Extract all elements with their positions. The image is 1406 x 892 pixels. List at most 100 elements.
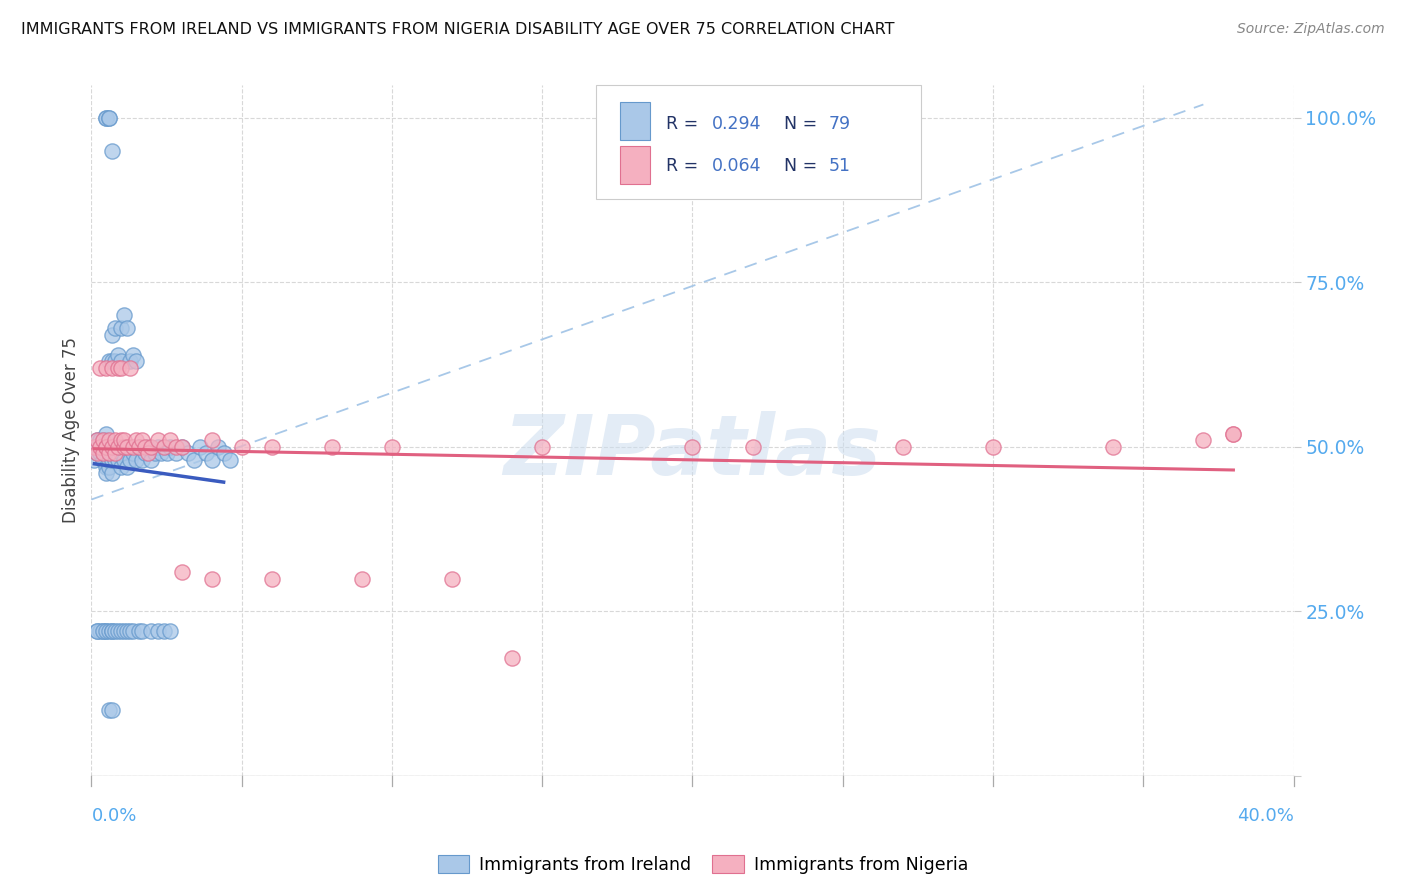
- Point: [104, 446, 127, 460]
- Point: [93, 446, 115, 460]
- Point: [98, 354, 121, 368]
- Point: [131, 434, 153, 448]
- Text: R =: R =: [666, 115, 704, 133]
- Point: [128, 624, 150, 639]
- Point: [183, 453, 205, 467]
- Point: [110, 440, 132, 454]
- Legend: Immigrants from Ireland, Immigrants from Nigeria: Immigrants from Ireland, Immigrants from…: [433, 850, 973, 879]
- Point: [101, 144, 124, 158]
- Point: [159, 440, 181, 454]
- Point: [141, 624, 163, 639]
- FancyBboxPatch shape: [620, 145, 651, 184]
- Point: [96, 111, 118, 125]
- Point: [125, 453, 148, 467]
- Point: [170, 565, 193, 579]
- Point: [165, 446, 187, 460]
- Point: [143, 446, 166, 460]
- Point: [110, 321, 132, 335]
- Point: [152, 440, 174, 454]
- Text: Source: ZipAtlas.com: Source: ZipAtlas.com: [1237, 22, 1385, 37]
- Point: [107, 360, 129, 375]
- Point: [101, 354, 124, 368]
- Point: [152, 440, 174, 454]
- Text: N =: N =: [783, 115, 823, 133]
- Point: [98, 453, 121, 467]
- Point: [138, 440, 160, 454]
- FancyBboxPatch shape: [596, 85, 921, 199]
- Point: [440, 572, 463, 586]
- Point: [125, 354, 148, 368]
- Point: [86, 446, 108, 460]
- Point: [107, 440, 129, 454]
- Point: [104, 453, 127, 467]
- Y-axis label: Disability Age Over 75: Disability Age Over 75: [62, 337, 80, 524]
- Point: [101, 440, 124, 454]
- Point: [98, 111, 121, 125]
- Point: [93, 624, 115, 639]
- Point: [131, 453, 153, 467]
- Point: [260, 440, 283, 454]
- Point: [86, 434, 108, 448]
- Text: 79: 79: [828, 115, 851, 133]
- Point: [110, 459, 132, 474]
- Point: [96, 426, 118, 441]
- Point: [207, 440, 229, 454]
- Point: [98, 459, 121, 474]
- Point: [89, 360, 111, 375]
- Point: [96, 440, 118, 454]
- Point: [83, 453, 105, 467]
- Point: [98, 440, 121, 454]
- Point: [188, 440, 211, 454]
- FancyBboxPatch shape: [620, 102, 651, 140]
- Point: [110, 354, 132, 368]
- Point: [981, 440, 1004, 454]
- Point: [101, 466, 124, 480]
- Point: [101, 327, 124, 342]
- Point: [122, 624, 145, 639]
- Point: [86, 624, 108, 639]
- Point: [125, 434, 148, 448]
- Point: [1222, 426, 1244, 441]
- Point: [134, 446, 156, 460]
- Point: [89, 446, 111, 460]
- Point: [110, 434, 132, 448]
- Point: [201, 434, 224, 448]
- Point: [176, 446, 198, 460]
- Point: [86, 624, 108, 639]
- Point: [114, 434, 136, 448]
- Point: [104, 354, 127, 368]
- Point: [86, 434, 108, 448]
- Text: 40.0%: 40.0%: [1237, 807, 1294, 825]
- Point: [531, 440, 554, 454]
- Point: [117, 459, 139, 474]
- Point: [128, 440, 150, 454]
- Point: [1222, 426, 1244, 441]
- Point: [110, 360, 132, 375]
- Point: [110, 446, 132, 460]
- Point: [141, 453, 163, 467]
- Point: [231, 440, 253, 454]
- Text: 0.064: 0.064: [711, 157, 761, 175]
- Point: [114, 440, 136, 454]
- Point: [114, 624, 136, 639]
- Point: [93, 440, 115, 454]
- Point: [98, 446, 121, 460]
- Point: [165, 440, 187, 454]
- Point: [86, 446, 108, 460]
- Point: [93, 434, 115, 448]
- Point: [101, 624, 124, 639]
- Point: [89, 624, 111, 639]
- Point: [122, 348, 145, 362]
- Point: [1192, 434, 1215, 448]
- Point: [138, 446, 160, 460]
- Point: [93, 453, 115, 467]
- Point: [218, 453, 240, 467]
- Point: [96, 360, 118, 375]
- Point: [110, 624, 132, 639]
- Point: [101, 440, 124, 454]
- Point: [122, 446, 145, 460]
- Point: [93, 624, 115, 639]
- Point: [1102, 440, 1125, 454]
- Point: [104, 434, 127, 448]
- Point: [170, 440, 193, 454]
